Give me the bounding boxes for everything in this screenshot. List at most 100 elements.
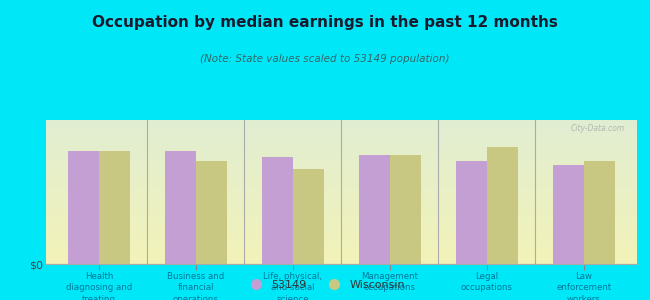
Bar xyxy=(46,198,637,199)
Bar xyxy=(46,203,637,205)
Bar xyxy=(46,120,637,122)
Bar xyxy=(46,211,637,212)
Bar xyxy=(46,245,637,247)
Bar xyxy=(46,153,637,154)
Bar xyxy=(552,165,584,264)
Bar xyxy=(46,262,637,264)
Bar xyxy=(46,178,637,179)
Bar xyxy=(46,181,637,182)
Bar xyxy=(46,145,637,146)
Bar xyxy=(46,201,637,202)
Bar xyxy=(46,248,637,250)
Bar xyxy=(390,155,421,264)
Bar xyxy=(46,247,637,248)
Bar xyxy=(46,241,637,242)
Bar xyxy=(46,234,637,235)
Bar xyxy=(46,165,637,166)
Bar xyxy=(46,205,637,206)
Bar xyxy=(46,176,637,178)
Bar xyxy=(46,133,637,134)
Bar xyxy=(46,230,637,231)
Bar xyxy=(46,136,637,137)
Bar xyxy=(46,199,637,201)
Bar xyxy=(46,242,637,244)
Bar xyxy=(46,166,637,167)
Bar xyxy=(46,156,637,158)
Bar xyxy=(46,225,637,226)
Bar xyxy=(46,146,637,147)
Bar xyxy=(46,208,637,209)
Bar xyxy=(46,226,637,228)
Bar xyxy=(46,228,637,230)
Bar xyxy=(46,162,637,163)
Bar xyxy=(46,134,637,136)
Bar xyxy=(46,239,637,241)
Bar xyxy=(46,235,637,237)
Bar xyxy=(46,260,637,261)
Bar xyxy=(46,175,637,176)
Bar xyxy=(46,182,637,183)
Text: City-Data.com: City-Data.com xyxy=(571,124,625,133)
Bar xyxy=(46,192,637,194)
Bar xyxy=(196,161,227,264)
Bar xyxy=(46,254,637,255)
Bar xyxy=(46,154,637,156)
Bar xyxy=(46,215,637,217)
Bar xyxy=(46,163,637,165)
Bar xyxy=(359,155,390,264)
Bar xyxy=(46,124,637,126)
Bar xyxy=(292,169,324,264)
Bar xyxy=(46,261,637,262)
Bar xyxy=(46,202,637,203)
Bar xyxy=(46,152,637,153)
Bar xyxy=(46,169,637,170)
Bar xyxy=(46,173,637,175)
Bar xyxy=(46,126,637,127)
Bar xyxy=(46,131,637,133)
Text: (Note: State values scaled to 53149 population): (Note: State values scaled to 53149 popu… xyxy=(200,54,450,64)
Bar xyxy=(46,253,637,254)
Bar xyxy=(46,237,637,238)
Bar xyxy=(46,142,637,143)
Bar xyxy=(46,170,637,172)
Bar xyxy=(46,190,637,192)
Bar xyxy=(46,224,637,225)
Bar xyxy=(46,212,637,214)
Legend: 53149, Wisconsin: 53149, Wisconsin xyxy=(240,276,410,294)
Bar xyxy=(46,251,637,253)
Bar xyxy=(46,250,637,251)
Bar xyxy=(46,218,637,219)
Bar xyxy=(46,130,637,131)
Bar xyxy=(584,161,615,264)
Bar xyxy=(46,183,637,185)
Bar xyxy=(46,189,637,190)
Bar xyxy=(46,238,637,239)
Bar xyxy=(487,147,518,264)
Bar xyxy=(46,127,637,129)
Bar xyxy=(46,139,637,140)
Bar xyxy=(99,151,130,264)
Bar xyxy=(46,122,637,123)
Bar xyxy=(46,185,637,186)
Bar xyxy=(46,232,637,234)
Bar xyxy=(46,221,637,222)
Bar xyxy=(46,140,637,142)
Bar xyxy=(46,195,637,196)
Bar xyxy=(46,217,637,218)
Bar xyxy=(46,188,637,189)
Bar xyxy=(46,143,637,145)
Bar xyxy=(46,149,637,150)
Bar xyxy=(46,123,637,124)
Bar xyxy=(46,258,637,260)
Bar xyxy=(456,161,487,264)
Bar xyxy=(46,206,637,208)
Bar xyxy=(46,186,637,188)
Bar xyxy=(46,167,637,169)
Bar xyxy=(46,150,637,152)
Bar xyxy=(68,151,99,264)
Bar xyxy=(46,158,637,159)
Bar xyxy=(46,219,637,221)
Bar xyxy=(164,151,196,264)
Bar xyxy=(46,179,637,181)
Bar xyxy=(46,257,637,258)
